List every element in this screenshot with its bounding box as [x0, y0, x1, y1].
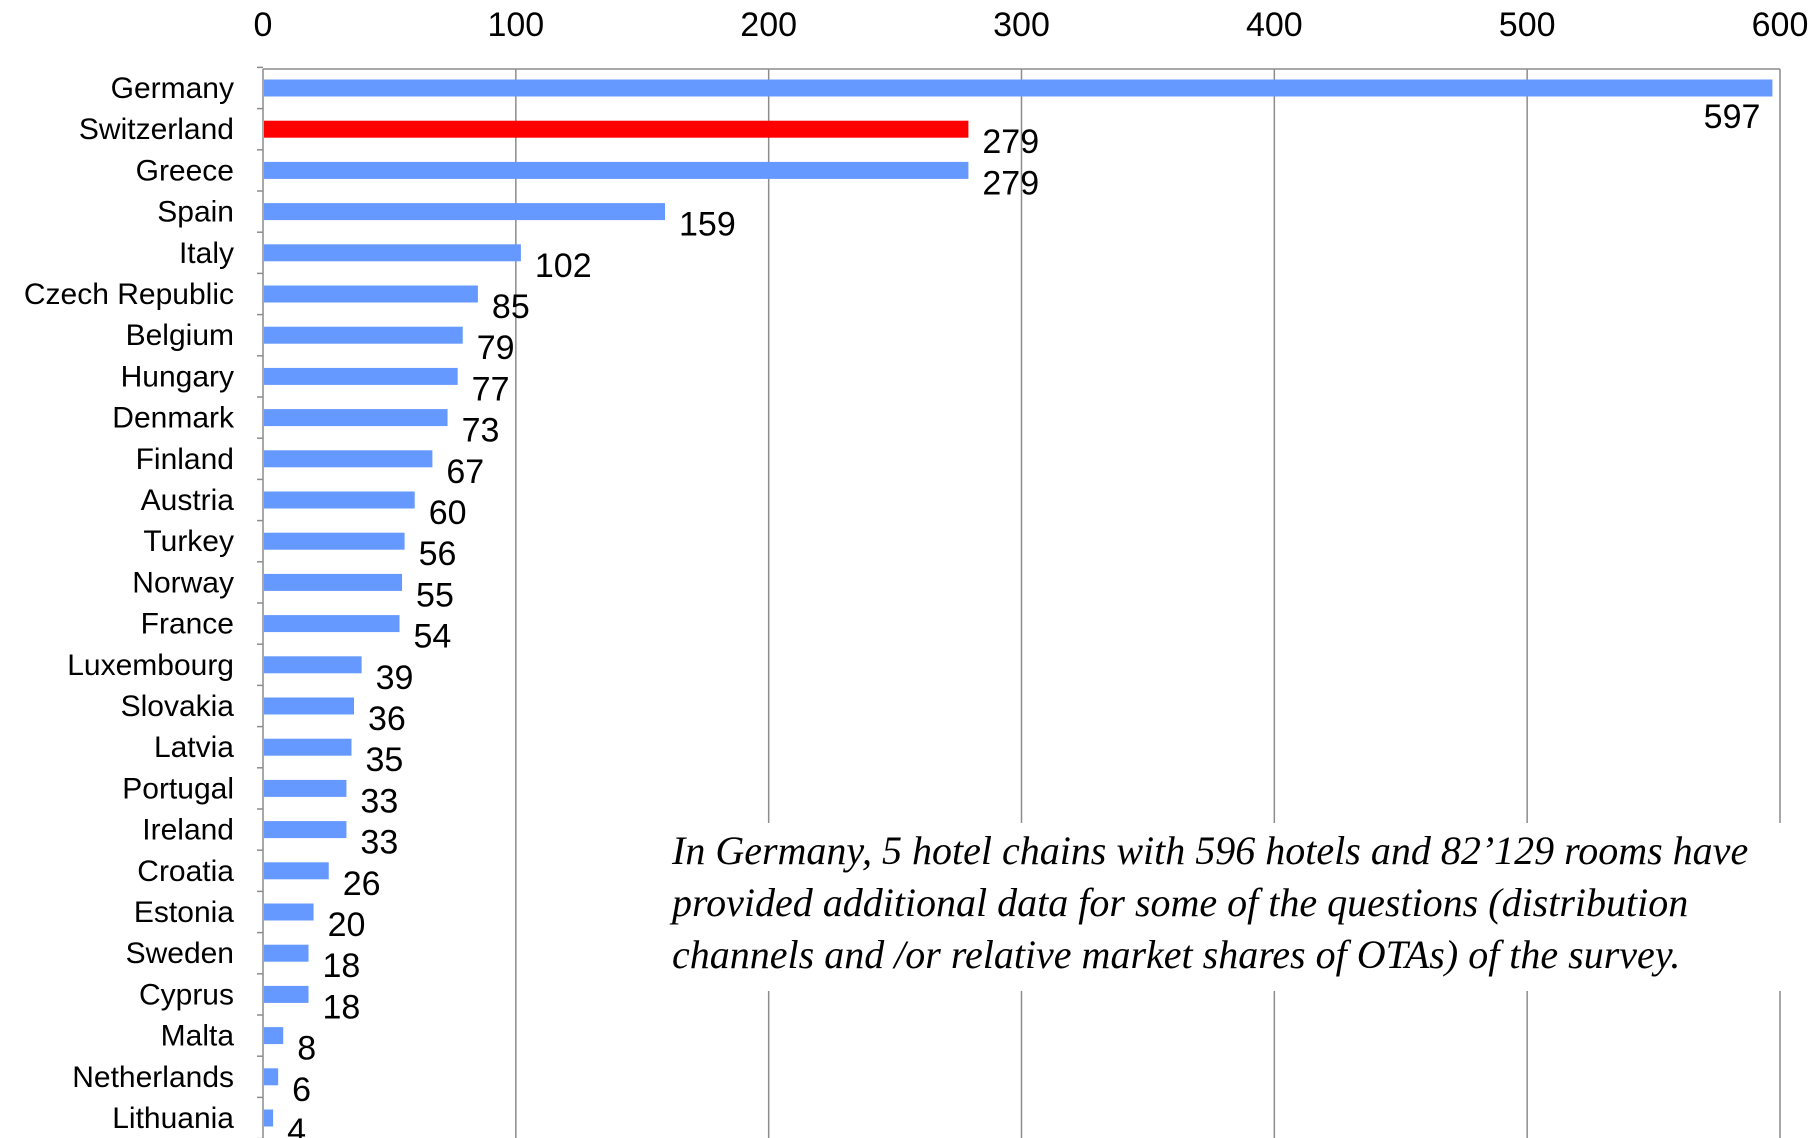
bar	[264, 244, 521, 262]
data-label: 26	[343, 865, 381, 903]
data-label: 6	[292, 1071, 311, 1109]
data-label: 20	[328, 906, 366, 944]
data-label: 85	[492, 288, 530, 326]
bar	[264, 738, 352, 756]
bar	[264, 697, 355, 715]
bar	[264, 1027, 284, 1045]
x-tick-label: 200	[740, 6, 797, 44]
category-label: Germany	[111, 72, 234, 105]
x-tick-label: 400	[1246, 6, 1303, 44]
category-label: Latvia	[154, 731, 234, 764]
bar	[264, 573, 403, 591]
category-label: Luxembourg	[67, 649, 234, 682]
bar	[264, 985, 309, 1003]
category-label: Denmark	[112, 402, 235, 435]
data-label: 56	[419, 535, 457, 573]
category-label: Malta	[161, 1020, 235, 1053]
data-label: 55	[416, 576, 454, 614]
data-label: 79	[477, 329, 515, 367]
bar	[264, 120, 969, 138]
bar	[264, 903, 314, 921]
category-label: Estonia	[134, 896, 234, 929]
data-label: 77	[472, 370, 510, 408]
bar	[264, 779, 347, 797]
data-label: 39	[376, 659, 414, 697]
data-label: 35	[365, 741, 403, 779]
category-label: Spain	[157, 196, 234, 229]
data-label: 36	[368, 700, 406, 738]
bar	[264, 367, 458, 385]
x-tick-label: 300	[993, 6, 1050, 44]
data-label: 18	[323, 947, 361, 985]
category-label: Cyprus	[139, 978, 234, 1011]
bar	[264, 161, 969, 179]
gridlines	[515, 69, 1781, 1138]
axes: 0 100 200 300 400 500 600	[254, 6, 1809, 1138]
data-label: 8	[297, 1030, 316, 1068]
category-label: Portugal	[122, 772, 234, 805]
x-tick-label: 500	[1499, 6, 1556, 44]
x-tick-label: 600	[1752, 6, 1809, 44]
bar	[264, 532, 405, 550]
data-label: 60	[429, 494, 467, 532]
category-label: Greece	[136, 154, 234, 187]
bar	[264, 79, 1773, 97]
bar	[264, 285, 478, 303]
category-label: Austria	[141, 484, 235, 517]
data-label: 102	[535, 247, 592, 285]
bar	[264, 326, 463, 344]
data-label: 73	[462, 412, 500, 450]
data-label: 18	[323, 988, 361, 1026]
data-label: 54	[414, 618, 452, 656]
category-label: Netherlands	[72, 1061, 234, 1094]
category-label: Croatia	[137, 855, 234, 888]
category-label: Slovakia	[121, 690, 235, 723]
category-label: Ireland	[142, 814, 234, 847]
data-label: 33	[360, 824, 398, 862]
data-label: 279	[982, 123, 1039, 161]
bar	[264, 491, 415, 509]
category-label: Hungary	[121, 360, 234, 393]
bar	[264, 1109, 274, 1127]
category-label: Lithuania	[112, 1102, 234, 1135]
data-label: 4	[287, 1112, 306, 1138]
data-label: 597	[1704, 98, 1761, 136]
bar	[264, 944, 309, 962]
bar	[264, 821, 347, 839]
bar	[264, 409, 448, 427]
category-label: Czech Republic	[24, 278, 234, 311]
category-label: Italy	[179, 237, 234, 270]
category-label: Switzerland	[79, 113, 234, 146]
chart-annotation: In Germany, 5 hotel chains with 596 hote…	[664, 823, 1810, 991]
bar	[264, 656, 362, 674]
category-label: Finland	[136, 443, 234, 476]
data-label: 159	[679, 206, 736, 244]
bar	[264, 615, 400, 633]
category-label: Turkey	[143, 525, 234, 558]
bars	[264, 79, 1773, 1127]
data-label: 67	[446, 453, 484, 491]
data-label: 279	[982, 164, 1039, 202]
category-label: Norway	[132, 566, 234, 599]
category-label: Sweden	[126, 937, 234, 970]
x-tick-label: 0	[254, 6, 273, 44]
category-label: France	[141, 608, 234, 641]
x-tick-label: 100	[487, 6, 544, 44]
bar	[264, 203, 666, 221]
bar	[264, 862, 329, 880]
data-label: 33	[360, 782, 398, 820]
bar	[264, 450, 433, 468]
labels: Germany 597 Switzerland 279 Greece 279 Spain 15…	[24, 72, 1761, 1138]
bar	[264, 1068, 279, 1086]
category-label: Belgium	[126, 319, 234, 352]
